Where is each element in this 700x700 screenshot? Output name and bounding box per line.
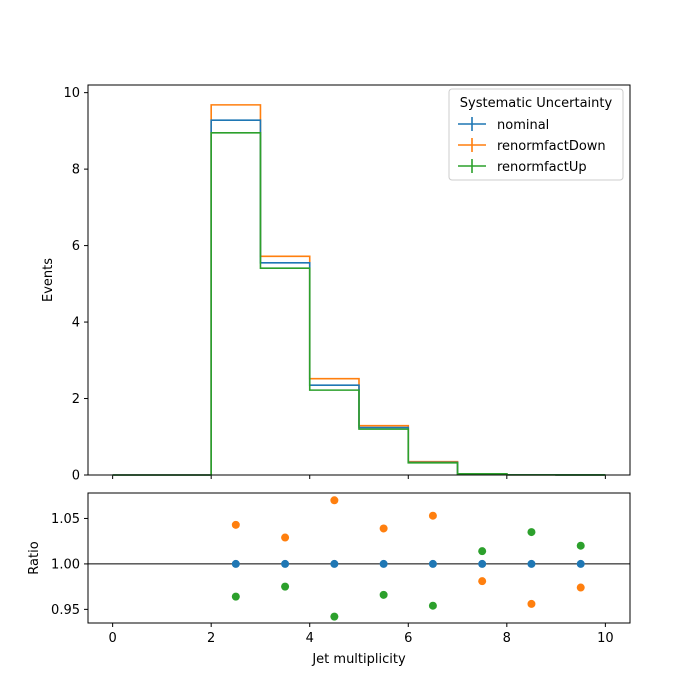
ratio-panel: 0.95 1.00 1.05 0 2 4 6 8 10 Ratio Jet multiplic… [27,492,631,667]
main-y-tick-label: 8 [72,163,80,178]
ratio-x-tick-label: 8 [503,631,511,646]
ratio-point-nominal [527,559,536,568]
ratio-point-nominal [231,559,240,568]
ratio-point-renormfactDown [330,496,339,505]
main-plot-frame [87,84,631,476]
ratio-point-renormfactUp [379,590,388,599]
legend-label-renormfactDown: renormfactDown [497,139,606,154]
ratio-y-ticks: 0.95 1.00 1.05 [51,512,88,618]
ratio-x-tick-label: 6 [404,631,412,646]
ratio-point-renormfactDown [527,599,536,608]
ratio-point-renormfactDown [379,524,388,533]
ratio-point-nominal [428,559,437,568]
legend-title: Systematic Uncertainty [460,96,613,111]
ratio-point-renormfactDown [576,583,585,592]
ratio-point-nominal [330,559,339,568]
main-y-ticks: 0 2 4 6 8 10 [63,86,88,484]
main-histogram-panel: 0 2 4 6 8 10 Events Systematic Uncertainty no… [41,84,631,484]
ratio-point-renormfactUp [478,547,487,556]
ratio-point-renormfactUp [330,612,339,621]
ratio-point-nominal [478,559,487,568]
ratio-point-renormfactDown [231,520,240,529]
legend-box [448,88,624,181]
main-y-axis-label: Events [41,258,56,302]
main-y-tick-label: 4 [72,316,80,331]
ratio-point-nominal [281,559,290,568]
ratio-point-renormfactDown [281,533,290,542]
ratio-x-tick-label: 0 [108,631,116,646]
ratio-point-renormfactUp [576,541,585,550]
ratio-point-nominal [379,559,388,568]
legend-label-renormfactUp: renormfactUp [497,160,587,175]
ratio-x-tick-label: 4 [306,631,314,646]
x-axis-label: Jet multiplicity [311,652,406,667]
ratio-x-tick-label: 10 [597,631,614,646]
legend-label-nominal: nominal [497,118,549,133]
ratio-point-renormfactUp [281,582,290,591]
main-y-tick-label: 2 [72,392,80,407]
ratio-x-tick-label: 2 [207,631,215,646]
ratio-points [231,496,585,621]
ratio-point-renormfactDown [428,511,437,520]
ratio-point-renormfactUp [428,601,437,610]
ratio-plot-frame [87,492,631,624]
histogram-renormfactUp [112,131,606,476]
ratio-point-renormfactUp [231,592,240,601]
legend: Systematic Uncertainty nominal renormfact… [448,88,624,181]
ratio-y-axis-label: Ratio [27,541,42,574]
main-y-tick-label: 10 [63,86,80,101]
ratio-point-renormfactUp [527,528,536,537]
legend-entries: nominal renormfactDown renormfactUp [458,117,606,175]
main-y-tick-label: 6 [72,239,80,254]
ratio-point-nominal [576,559,585,568]
ratio-y-tick-label: 1.05 [51,512,80,527]
ratio-y-tick-label: 1.00 [51,557,80,572]
ratio-y-tick-label: 0.95 [51,603,80,618]
ratio-point-renormfactDown [478,577,487,586]
ratio-x-ticks: 0 2 4 6 8 10 [108,623,614,646]
main-y-tick-label: 0 [72,469,80,484]
